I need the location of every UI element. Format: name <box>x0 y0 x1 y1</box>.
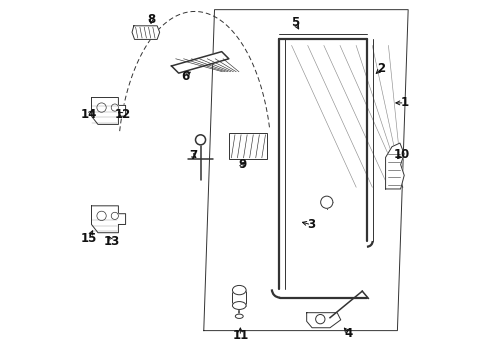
Text: 8: 8 <box>147 13 155 26</box>
Circle shape <box>111 212 119 220</box>
Text: 3: 3 <box>307 218 316 231</box>
FancyBboxPatch shape <box>229 134 267 159</box>
Text: 5: 5 <box>291 17 299 30</box>
Polygon shape <box>92 98 125 125</box>
Circle shape <box>320 196 333 208</box>
Text: 2: 2 <box>377 62 385 75</box>
Ellipse shape <box>232 285 246 295</box>
Circle shape <box>111 104 119 111</box>
Text: 11: 11 <box>232 329 248 342</box>
Text: 15: 15 <box>81 231 97 244</box>
Text: 14: 14 <box>81 108 97 121</box>
Polygon shape <box>307 313 341 328</box>
Polygon shape <box>172 51 229 73</box>
Polygon shape <box>92 206 125 233</box>
Circle shape <box>196 135 205 145</box>
Text: 13: 13 <box>103 235 120 248</box>
Circle shape <box>97 211 106 221</box>
Polygon shape <box>386 143 404 189</box>
Text: 4: 4 <box>345 327 353 340</box>
Circle shape <box>316 315 325 324</box>
Ellipse shape <box>232 302 246 310</box>
Text: 10: 10 <box>394 148 410 161</box>
Text: 1: 1 <box>400 96 409 109</box>
Circle shape <box>97 103 106 112</box>
Ellipse shape <box>235 314 243 319</box>
Text: 12: 12 <box>114 108 130 121</box>
Text: 7: 7 <box>189 149 197 162</box>
Polygon shape <box>132 26 160 40</box>
Text: 9: 9 <box>238 158 246 171</box>
Text: 6: 6 <box>182 69 190 82</box>
